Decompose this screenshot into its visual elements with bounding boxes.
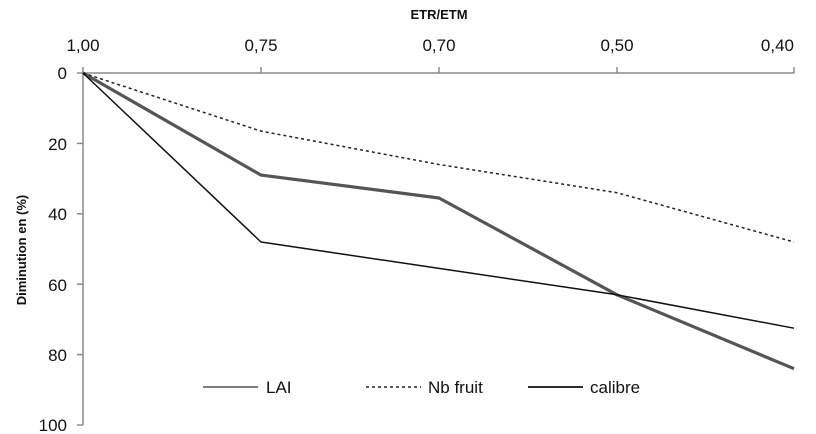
x-ticks: 1,00 0,75 0,70 0,50 0,40 bbox=[66, 36, 794, 55]
series-line-lai bbox=[82, 71, 795, 371]
y-axis-title: Diminution en (%) bbox=[14, 195, 29, 306]
y-ticks: 0 20 40 60 80 100 bbox=[39, 64, 67, 434]
series-layer bbox=[82, 71, 795, 371]
tick-marks bbox=[77, 67, 795, 426]
y-tick-label: 100 bbox=[39, 416, 67, 434]
legend: LAI Nb fruit calibre bbox=[203, 378, 640, 397]
legend-label-calibre: calibre bbox=[590, 378, 640, 397]
y-tick-label: 80 bbox=[48, 346, 67, 365]
x-tick-label: 0,50 bbox=[600, 36, 633, 55]
y-tick-label: 60 bbox=[48, 276, 67, 295]
series-line-nb-fruit bbox=[82, 72, 795, 243]
legend-label-lai: LAI bbox=[266, 378, 292, 397]
legend-label-nb-fruit: Nb fruit bbox=[428, 378, 483, 397]
series-line-calibre bbox=[82, 72, 795, 329]
x-tick-label: 0,75 bbox=[244, 36, 277, 55]
y-tick-label: 40 bbox=[48, 205, 67, 224]
y-tick-label: 20 bbox=[48, 135, 67, 154]
x-axis-title: ETR/ETM bbox=[410, 7, 467, 22]
x-tick-label: 1,00 bbox=[66, 36, 99, 55]
x-tick-label: 0,40 bbox=[761, 36, 794, 55]
y-tick-label: 0 bbox=[58, 64, 67, 83]
x-tick-label: 0,70 bbox=[422, 36, 455, 55]
